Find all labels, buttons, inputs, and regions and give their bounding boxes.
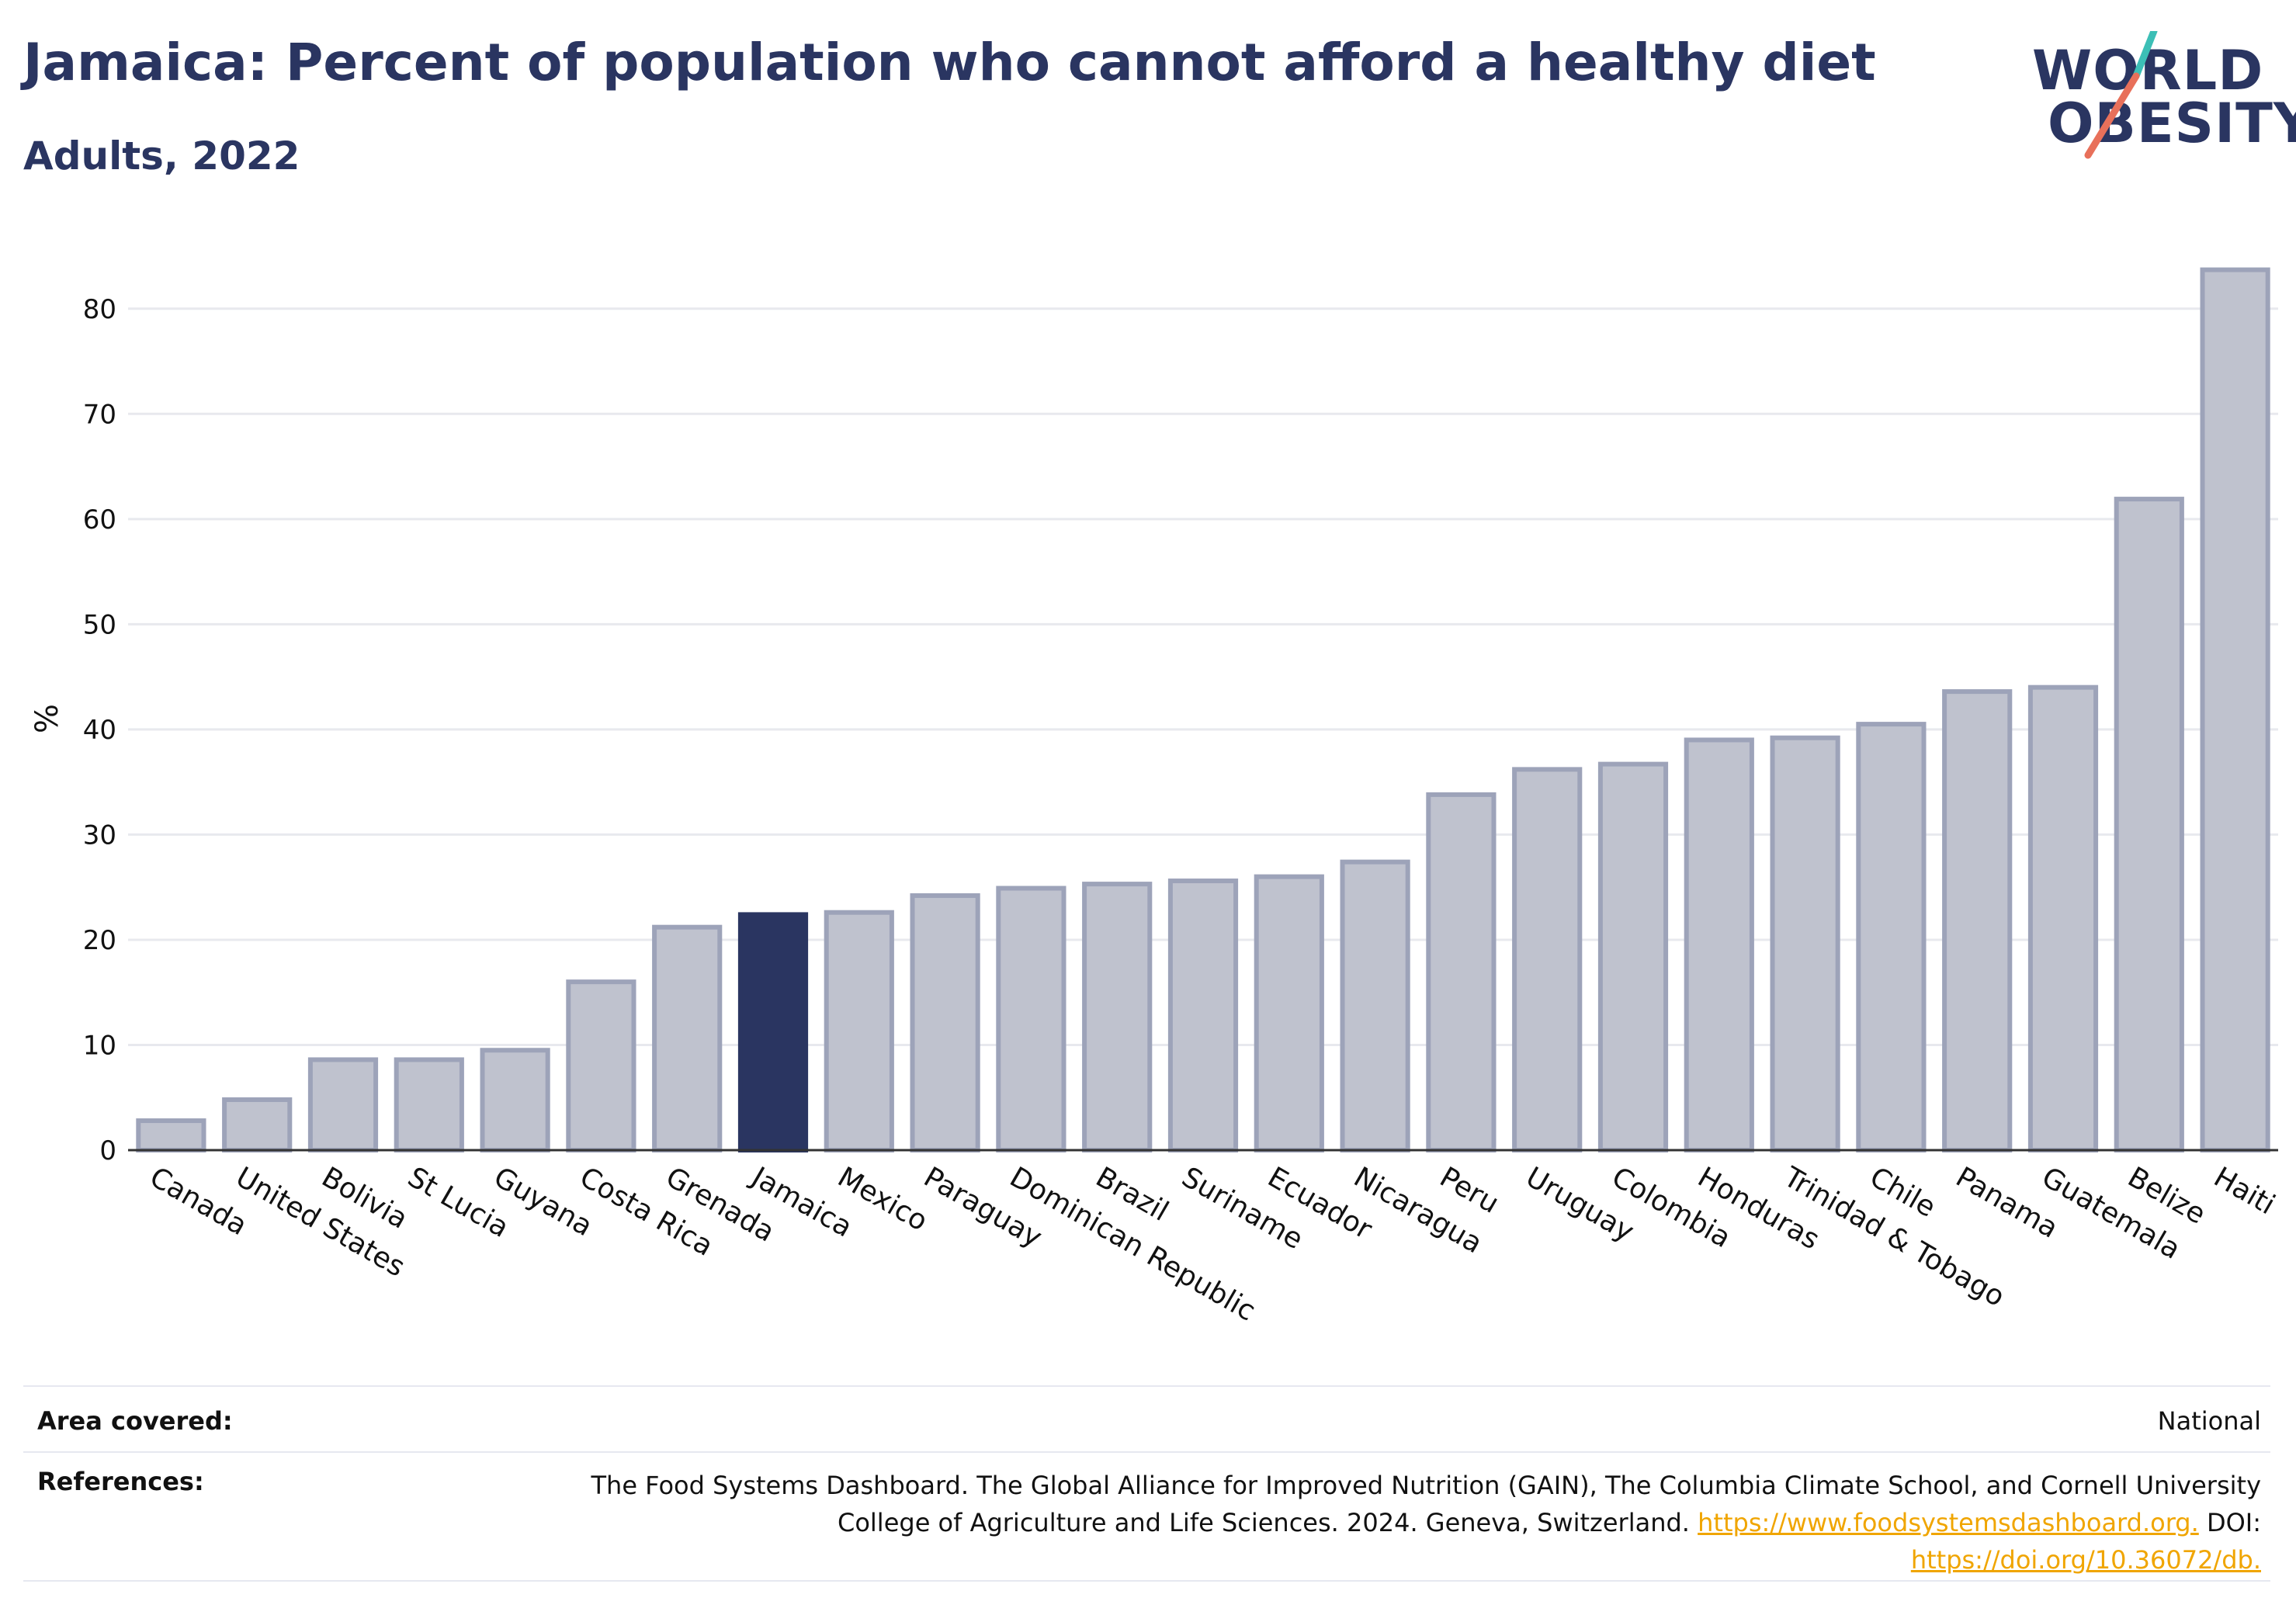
bar-guyana (480, 1048, 550, 1153)
y-tick-label: 70 (83, 399, 116, 430)
footer-divider (23, 1451, 2270, 1453)
area-covered-value: National (2157, 1406, 2261, 1436)
chart-title: Jamaica: Percent of population who canno… (23, 33, 1876, 92)
bar-mexico (824, 910, 894, 1152)
bar-st-lucia (394, 1057, 464, 1152)
references-body: The Food Systems Dashboard. The Global A… (591, 1471, 2261, 1537)
dashboard-link[interactable]: https://www.foodsystemsdashboard.org. (1698, 1508, 2199, 1537)
bar-honduras (1684, 737, 1754, 1152)
y-tick-label: 80 (83, 294, 116, 325)
bar-jamaica (737, 912, 809, 1152)
footer-divider (23, 1385, 2270, 1387)
bar-guatemala (2027, 684, 2099, 1152)
bar-paraguay (910, 893, 980, 1152)
chart-subtitle: Adults, 2022 (23, 133, 300, 178)
logo-text-obesity: OBESITY (2048, 92, 2296, 155)
y-tick-label: 0 (99, 1135, 116, 1166)
bar-peru (1426, 792, 1497, 1152)
bar-nicaragua (1340, 859, 1410, 1152)
bar-ecuador (1254, 874, 1324, 1152)
bar-uruguay (1512, 767, 1583, 1153)
bar-colombia (1597, 761, 1669, 1152)
x-tick-label: Canada (144, 1161, 252, 1242)
world-obesity-logo: WORLD OBESITY (2018, 31, 2296, 171)
references-row: References: The Food Systems Dashboard. … (23, 1467, 2270, 1583)
y-tick-label: 60 (83, 504, 116, 535)
bar-trinidad-tobago (1770, 735, 1840, 1152)
y-axis-label: % (29, 704, 65, 733)
y-tick-label: 30 (83, 820, 116, 851)
y-tick-label: 50 (83, 609, 116, 640)
y-tick-label: 20 (83, 925, 116, 956)
bar-haiti (2200, 267, 2270, 1153)
bar-belize (2114, 497, 2184, 1152)
bar-grenada (652, 924, 723, 1152)
footer-divider (23, 1580, 2270, 1582)
area-covered-label: Area covered: (37, 1406, 233, 1436)
doi-label: DOI: (2206, 1508, 2261, 1537)
references-label: References: (37, 1467, 204, 1496)
y-tick-label: 10 (83, 1030, 116, 1061)
references-text: The Food Systems Dashboard. The Global A… (553, 1467, 2261, 1579)
logo-slash-icon (2084, 31, 2158, 159)
bar-costa-rica (566, 979, 636, 1153)
bar-suriname (1167, 879, 1239, 1152)
bar-panama (1942, 689, 2013, 1152)
bar-united-states (222, 1097, 293, 1153)
bar-canada (136, 1118, 206, 1152)
bar-dominican-republic (996, 886, 1066, 1152)
bar-chile (1856, 722, 1927, 1152)
doi-link[interactable]: https://doi.org/10.36072/db. (1910, 1545, 2261, 1575)
x-tick-label: Haiti (2208, 1161, 2280, 1221)
bar-bolivia (307, 1057, 379, 1152)
area-covered-row: Area covered: National (23, 1406, 2270, 1445)
y-tick-label: 40 (83, 715, 116, 746)
bar-brazil (1082, 882, 1153, 1152)
